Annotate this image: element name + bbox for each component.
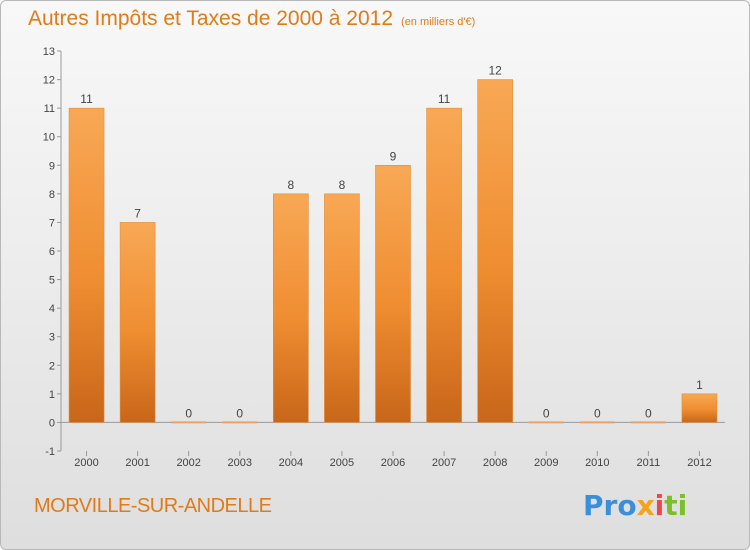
data-label: 11 <box>438 92 451 106</box>
x-tick-label: 2005 <box>330 457 354 469</box>
x-tick-label: 2006 <box>381 457 405 469</box>
logo-part: Pro <box>583 489 637 522</box>
chart-title: Autres Impôts et Taxes de 2000 à 2012 <box>28 7 394 30</box>
y-tick-label: 8 <box>49 189 55 201</box>
bar <box>324 193 360 423</box>
y-tick-label: 4 <box>49 303 55 315</box>
data-label: 8 <box>288 178 295 192</box>
y-tick-label: 6 <box>49 246 55 258</box>
y-tick-label: 13 <box>43 46 55 58</box>
y-tick-label: 3 <box>49 332 55 344</box>
x-tick-label: 2003 <box>228 457 252 469</box>
y-tick-label: 5 <box>49 275 55 287</box>
x-tick-label: 2008 <box>483 457 507 469</box>
y-tick-label: 9 <box>49 160 55 172</box>
data-label: 1 <box>696 378 703 392</box>
logo-part: ti <box>664 489 688 522</box>
data-label: 8 <box>339 178 346 192</box>
y-tick-label: 11 <box>44 103 55 115</box>
data-label: 11 <box>80 92 93 106</box>
y-tick-label: 1 <box>49 389 55 401</box>
data-label: 0 <box>594 406 601 420</box>
data-label: 7 <box>134 206 141 220</box>
bar <box>68 107 105 423</box>
x-tick-label: 2000 <box>74 457 98 469</box>
y-tick-label: 12 <box>43 75 55 87</box>
x-tick-label: 2011 <box>637 457 661 469</box>
bar <box>375 164 411 423</box>
x-tick-label: 2012 <box>687 457 711 469</box>
bar <box>119 222 156 423</box>
bar <box>426 107 462 423</box>
data-label: 9 <box>390 149 397 163</box>
x-tick-label: 2002 <box>176 457 200 469</box>
y-tick-label: -1 <box>45 446 55 458</box>
data-label: 12 <box>488 64 502 78</box>
bar <box>681 393 718 423</box>
bar <box>273 193 309 423</box>
x-tick-label: 2004 <box>279 457 303 469</box>
data-label: 0 <box>185 406 192 420</box>
logo-part: x <box>636 489 655 522</box>
data-label: 0 <box>645 406 652 420</box>
y-tick-label: 10 <box>43 132 55 144</box>
x-tick-label: 2007 <box>432 457 456 469</box>
y-tick-label: 0 <box>49 417 55 429</box>
y-tick-label: 7 <box>49 217 55 229</box>
chart-subtitle: (en milliers d'€) <box>401 16 476 28</box>
x-tick-label: 2009 <box>534 457 558 469</box>
x-tick-label: 2001 <box>125 457 149 469</box>
y-tick-label: 2 <box>49 360 55 372</box>
logo-part: i <box>654 489 665 522</box>
data-label: 0 <box>236 406 243 420</box>
chart-title-block: Autres Impôts et Taxes de 2000 à 2012 (en… <box>28 7 475 31</box>
proxiti-logo: Proxiti <box>583 489 687 522</box>
x-tick-label: 2010 <box>585 457 609 469</box>
bar <box>477 79 513 423</box>
commune-name: MORVILLE-SUR-ANDELLE <box>34 495 272 517</box>
data-label: 0 <box>543 406 550 420</box>
